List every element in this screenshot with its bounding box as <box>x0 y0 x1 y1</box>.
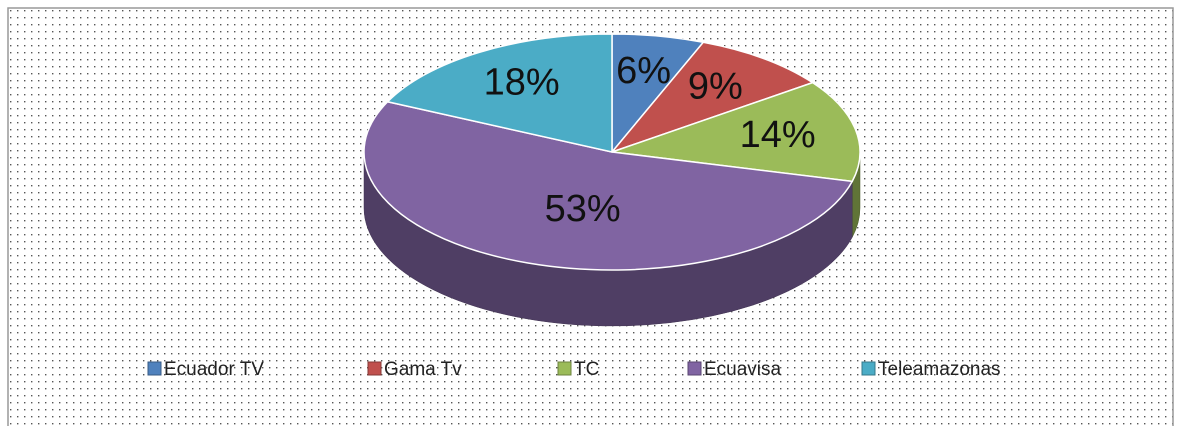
legend-swatch <box>861 361 876 376</box>
legend-label: Ecuador TV <box>164 359 264 380</box>
data-label: 53% <box>545 188 621 230</box>
legend-swatch <box>557 361 572 376</box>
pie-slice <box>363 100 854 271</box>
legend-swatch <box>147 361 162 376</box>
legend-label: Teleamazonas <box>878 359 1001 380</box>
pie-slice <box>611 81 861 183</box>
legend-label: Ecuavisa <box>704 359 782 380</box>
legend-swatch <box>687 361 702 376</box>
legend-label: Gama Tv <box>384 359 462 380</box>
data-label: 9% <box>688 66 743 108</box>
legend-swatch <box>367 361 382 376</box>
pie-slice <box>609 41 815 154</box>
pie-slice <box>386 33 613 153</box>
legend-label: TC <box>574 359 599 380</box>
data-label: 18% <box>484 61 560 103</box>
data-label: 14% <box>740 114 816 156</box>
data-label: 6% <box>616 50 671 92</box>
